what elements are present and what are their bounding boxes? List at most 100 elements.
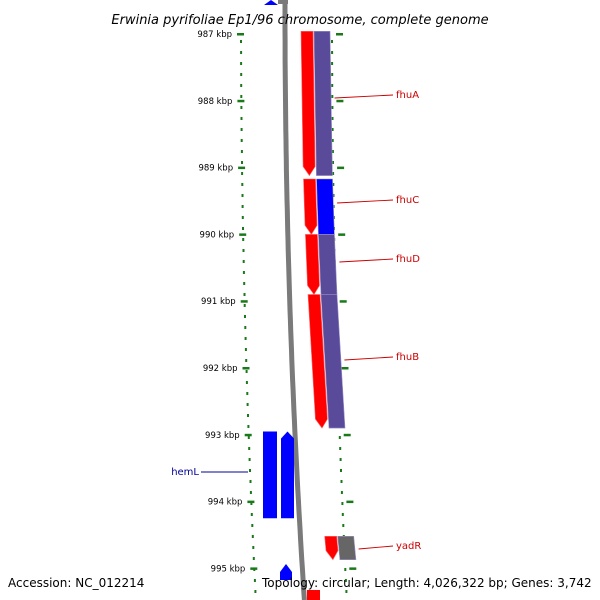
left-minor-tick bbox=[247, 414, 249, 417]
major-tick-left bbox=[240, 300, 248, 303]
right-minor-tick bbox=[331, 117, 334, 120]
right-minor-tick bbox=[331, 139, 334, 142]
chromosome-line bbox=[282, 0, 307, 600]
left-minor-tick bbox=[240, 73, 243, 76]
right-minor-tick bbox=[340, 491, 343, 494]
left-minor-tick bbox=[252, 557, 255, 560]
major-tick-left bbox=[237, 33, 244, 36]
major-tick-left bbox=[237, 99, 245, 103]
left-minor-tick bbox=[242, 227, 244, 230]
left-minor-tick bbox=[240, 117, 243, 120]
tick-label: 988 kbp bbox=[198, 97, 233, 107]
leader-fhuB bbox=[344, 356, 394, 361]
left-minor-tick bbox=[245, 381, 248, 384]
left-minor-tick bbox=[250, 513, 253, 516]
left-minor-tick bbox=[252, 546, 255, 549]
left-minor-tick bbox=[253, 579, 256, 582]
left-minor-tick bbox=[254, 590, 257, 593]
gene-track bbox=[263, 31, 339, 600]
right-minor-tick bbox=[345, 590, 348, 593]
left-minor-tick bbox=[240, 139, 243, 142]
left-minor-tick bbox=[249, 491, 252, 494]
left-minor-tick bbox=[241, 183, 244, 186]
gene-label-yadR: yadR bbox=[396, 541, 421, 552]
leader-yadR bbox=[358, 545, 394, 550]
tick-label: 992 kbp bbox=[203, 364, 238, 374]
tick-label: 989 kbp bbox=[198, 164, 233, 174]
left-minor-tick bbox=[244, 326, 247, 329]
left-minor-tick bbox=[241, 216, 244, 219]
left-minor-tick bbox=[240, 106, 243, 109]
tick-label: 995 kbp bbox=[211, 564, 246, 574]
major-tick-left bbox=[242, 367, 250, 370]
gene-arrow-fhuA bbox=[300, 31, 316, 177]
gene-label-fhuD: fhuD bbox=[396, 254, 420, 265]
right-minor-tick bbox=[342, 524, 345, 527]
left-minor-tick bbox=[247, 425, 250, 428]
major-tick-left bbox=[238, 166, 246, 170]
major-tick-left bbox=[247, 500, 255, 504]
left-minor-tick bbox=[244, 348, 247, 351]
top-marker-gray bbox=[278, 0, 288, 4]
right-minor-tick bbox=[331, 73, 334, 76]
left-minor-tick bbox=[243, 293, 246, 296]
left-minor-tick bbox=[240, 95, 243, 98]
right-minor-tick bbox=[341, 513, 344, 516]
major-tick-right bbox=[337, 166, 345, 170]
gene-arrow-fhuC bbox=[303, 178, 318, 235]
left-minor-tick bbox=[242, 260, 245, 263]
left-minor-tick bbox=[248, 447, 251, 450]
gene-arrow-fhuD bbox=[305, 234, 320, 296]
left-minor-tick bbox=[242, 238, 245, 241]
major-tick-right bbox=[336, 33, 343, 36]
right-minor-tick bbox=[331, 84, 334, 87]
label-leaders bbox=[201, 94, 394, 550]
left-minor-tick bbox=[241, 194, 244, 197]
left-minor-tick bbox=[244, 337, 247, 340]
right-minor-tick bbox=[331, 51, 334, 54]
major-tick-right bbox=[341, 367, 349, 370]
left-minor-tick bbox=[246, 392, 249, 395]
left-minor-tick bbox=[240, 51, 243, 54]
right-minor-tick bbox=[344, 568, 347, 571]
right-minor-tick bbox=[331, 62, 334, 65]
left-minor-tick bbox=[240, 84, 243, 87]
left-minor-tick bbox=[242, 249, 245, 252]
major-tick-left bbox=[250, 567, 258, 570]
right-minor-tick bbox=[340, 469, 342, 472]
right-minor-tick bbox=[332, 183, 335, 186]
left-minor-tick bbox=[251, 524, 254, 527]
right-minor-tick bbox=[331, 128, 334, 131]
left-minor-tick bbox=[240, 62, 243, 65]
major-tick-right bbox=[336, 99, 344, 103]
reverse-gene-partial bbox=[280, 564, 292, 580]
left-minor-tick bbox=[241, 205, 244, 208]
left-minor-tick bbox=[242, 271, 245, 274]
cds-block-fhuA bbox=[313, 31, 333, 176]
right-minor-tick bbox=[341, 502, 344, 505]
right-minor-tick bbox=[338, 436, 341, 439]
cds-block-fhuD bbox=[318, 234, 338, 295]
leader-fhuC bbox=[337, 199, 394, 204]
left-minor-tick bbox=[241, 172, 244, 175]
left-minor-tick bbox=[240, 150, 243, 153]
right-minor-tick bbox=[331, 95, 334, 98]
left-minor-tick bbox=[249, 469, 251, 472]
cds-block-yadR bbox=[337, 536, 357, 560]
right-minor-tick bbox=[332, 194, 335, 197]
cds-block-fhuB bbox=[320, 294, 346, 429]
right-minor-tick bbox=[332, 172, 335, 175]
left-minor-tick bbox=[245, 370, 248, 373]
gene-label-fhuA: fhuA bbox=[396, 90, 419, 101]
left-minor-tick bbox=[243, 304, 246, 307]
left-minor-tick bbox=[244, 315, 246, 318]
right-minor-tick bbox=[332, 161, 334, 164]
right-minor-tick bbox=[339, 447, 342, 450]
cds-block-fhuC bbox=[316, 178, 335, 235]
accession-text: Accession: NC_012214 bbox=[8, 576, 144, 590]
right-minor-tick bbox=[331, 40, 333, 43]
tick-label: 990 kbp bbox=[200, 230, 235, 240]
right-minor-tick bbox=[331, 106, 334, 109]
scale-ticks: 987 kbp 988 kbp 989 kbp 990 kbp 991 kbp 992 k… bbox=[197, 30, 357, 574]
